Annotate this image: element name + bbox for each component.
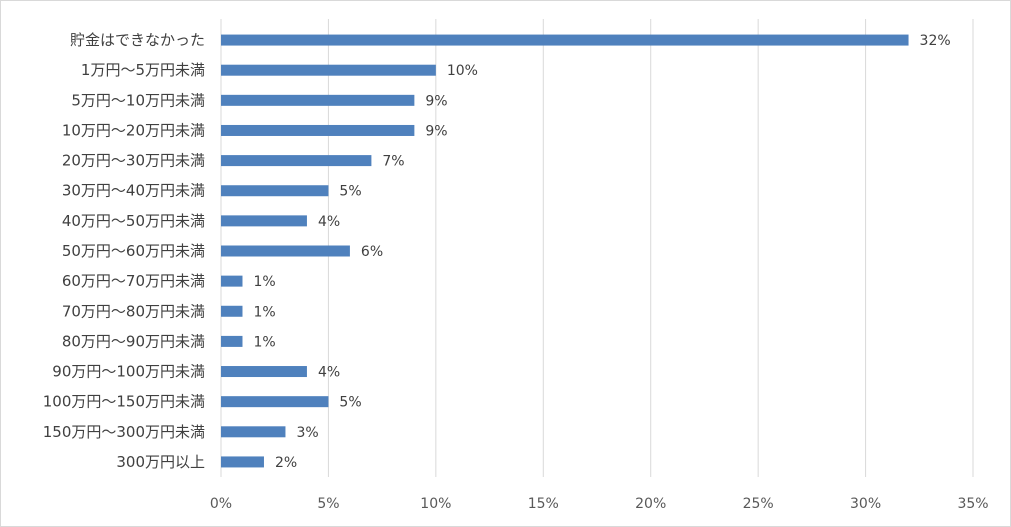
- data-label: 5%: [339, 184, 361, 200]
- bar: [221, 456, 264, 468]
- x-tick-label: 15%: [528, 496, 559, 512]
- x-axis-tick-labels: 0% 5% 10% 15% 20% 25% 30% 35%: [210, 496, 989, 512]
- x-tick-label: 25%: [743, 496, 774, 512]
- category-label: 150万円〜300万円未満: [43, 423, 205, 441]
- data-label: 3%: [296, 425, 318, 441]
- value-labels: 32%10%9%9%7%5%4%6%1%1%1%4%5%3%2%: [253, 33, 950, 471]
- category-label: 60万円〜70万円未満: [62, 272, 205, 290]
- bar: [221, 396, 329, 408]
- bar: [221, 275, 243, 287]
- data-label: 9%: [425, 123, 447, 139]
- data-label: 9%: [425, 93, 447, 109]
- category-label: 40万円〜50万円未満: [62, 212, 205, 230]
- data-label: 4%: [318, 365, 340, 381]
- bar: [221, 366, 307, 378]
- category-labels: 貯金はできなかった 1万円〜5万円未満 5万円〜10万円未満 10万円〜20万円未満 2…: [43, 31, 205, 471]
- category-label: 貯金はできなかった: [70, 31, 205, 49]
- x-tick-label: 5%: [317, 496, 339, 512]
- data-label: 1%: [253, 274, 275, 290]
- data-label: 7%: [382, 154, 404, 170]
- category-label: 70万円〜80万円未満: [62, 302, 205, 320]
- bar: [221, 34, 909, 46]
- category-label: 80万円〜90万円未満: [62, 332, 205, 350]
- x-tick-label: 10%: [420, 496, 451, 512]
- data-label: 32%: [920, 33, 951, 49]
- bars: [221, 34, 909, 468]
- data-label: 4%: [318, 214, 340, 230]
- data-label: 1%: [253, 334, 275, 350]
- category-label: 90万円〜100万円未満: [52, 363, 205, 381]
- bar: [221, 64, 436, 76]
- bar: [221, 305, 243, 317]
- x-tick-label: 0%: [210, 496, 232, 512]
- category-label: 5万円〜10万円未満: [71, 91, 205, 109]
- category-label: 300万円以上: [116, 453, 205, 471]
- data-label: 5%: [339, 395, 361, 411]
- category-label: 20万円〜30万円未満: [62, 152, 205, 170]
- data-label: 2%: [275, 455, 297, 471]
- bar: [221, 245, 350, 257]
- category-label: 1万円〜5万円未満: [81, 61, 205, 79]
- bar: [221, 215, 307, 227]
- data-label: 1%: [253, 304, 275, 320]
- data-label: 10%: [447, 63, 478, 79]
- category-label: 10万円〜20万円未満: [62, 121, 205, 139]
- bar: [221, 426, 286, 438]
- category-label: 50万円〜60万円未満: [62, 242, 205, 260]
- bar: [221, 124, 415, 136]
- bar: [221, 155, 372, 167]
- category-label: 30万円〜40万円未満: [62, 182, 205, 200]
- bar: [221, 94, 415, 106]
- category-label: 100万円〜150万円未満: [43, 393, 205, 411]
- x-tick-label: 35%: [957, 496, 988, 512]
- bar: [221, 185, 329, 197]
- x-tick-label: 20%: [635, 496, 666, 512]
- x-tick-label: 30%: [850, 496, 881, 512]
- data-label: 6%: [361, 244, 383, 260]
- bar: [221, 335, 243, 347]
